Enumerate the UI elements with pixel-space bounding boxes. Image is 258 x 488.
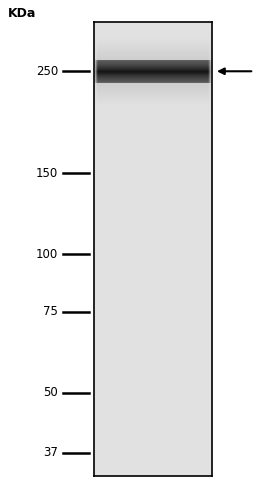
Text: 75: 75 (43, 305, 58, 318)
Text: 150: 150 (36, 167, 58, 180)
Text: KDa: KDa (8, 6, 36, 20)
Text: 50: 50 (43, 386, 58, 399)
Text: 100: 100 (36, 248, 58, 261)
Text: 37: 37 (43, 447, 58, 459)
Text: 250: 250 (36, 65, 58, 78)
